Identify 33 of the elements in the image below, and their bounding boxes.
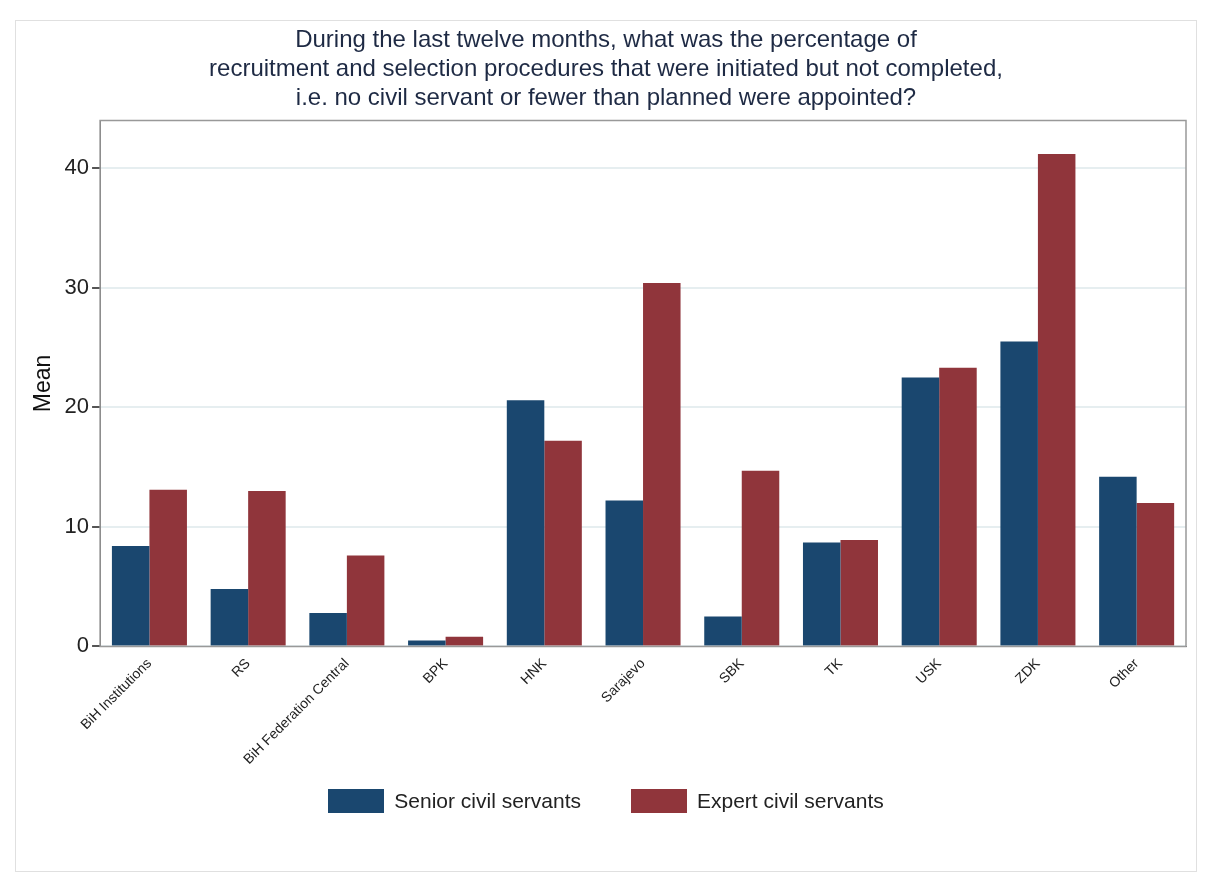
bar [408,640,446,646]
bar [506,400,545,646]
bar [840,540,878,646]
bar [741,470,780,646]
bar [445,636,484,646]
chart-title: During the last twelve months, what was the percentage of recruitment and selection procedures that were initiated but not completed, i.e. no civil servant or fewer than planned were appointed? [209,25,1003,110]
y-tick-label: 30 [64,273,90,299]
bar [643,282,681,646]
y-tick-label: 20 [64,393,90,419]
x-tick-label: RS [227,654,253,680]
y-tick-label: 0 [76,632,90,658]
y-tick-label: 10 [64,512,90,538]
legend-label: Senior civil servants [394,789,581,813]
bar [1037,153,1076,646]
bar [248,491,286,646]
x-tick-label: TK [821,654,846,679]
bar [309,612,347,646]
bar [1136,502,1175,646]
bar [1000,341,1038,646]
bar [210,589,249,646]
y-axis-title: Mean [29,354,56,413]
legend-label: Expert civil servants [697,789,884,813]
bar [346,555,385,646]
bar [704,616,742,646]
bar [544,440,582,646]
bar [1099,476,1137,646]
bar [939,367,977,646]
bar [149,489,187,646]
bar [111,546,150,646]
bar [605,500,644,646]
bar [802,542,841,646]
bar [901,377,940,646]
y-tick-label: 40 [64,154,90,180]
